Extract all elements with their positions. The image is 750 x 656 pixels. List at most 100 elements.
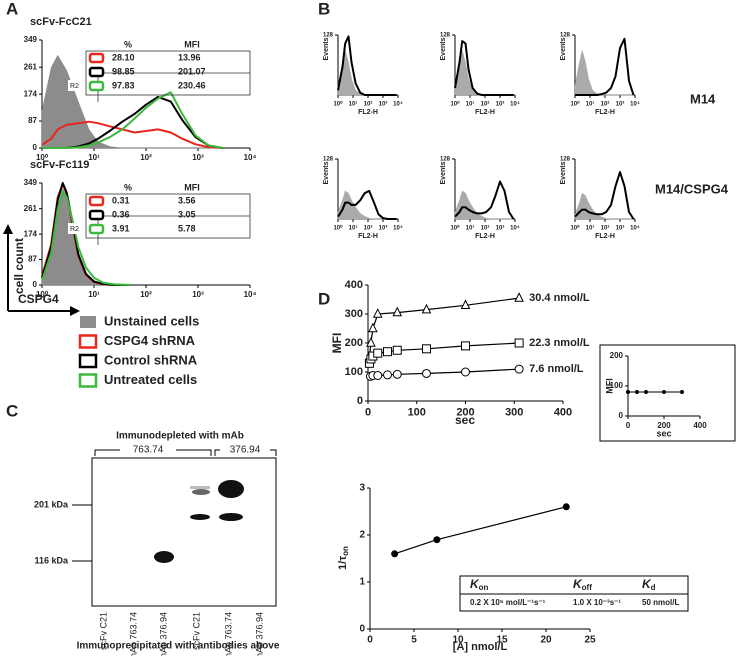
x-tick-label: 10⁰ [36, 153, 49, 162]
group-label: 376.94 [230, 445, 261, 456]
marker [433, 536, 441, 544]
series-line [370, 368, 520, 377]
x-tick-label: 25 [584, 635, 596, 646]
lane-label: mAb 763.74 [223, 612, 233, 656]
marker [373, 370, 383, 380]
marker [383, 370, 392, 380]
stats-swatch [88, 66, 105, 78]
x-tick-label: 10¹ [466, 101, 475, 108]
stats-value: 0.31 [112, 195, 130, 205]
y-axis-label: Events [560, 37, 567, 60]
y-tick-label: 261 [24, 62, 38, 71]
y-tick-label: 3 [359, 483, 365, 494]
axis-arrows [3, 224, 80, 316]
y-tick-label: 0 [33, 280, 38, 289]
series-line [337, 189, 397, 220]
marker [461, 367, 470, 377]
marker [392, 369, 402, 379]
marker [635, 390, 639, 394]
x-tick-label: 10⁴ [630, 102, 640, 108]
y-axis-label-sub: on [341, 546, 350, 556]
x-tick-label: 0 [367, 635, 373, 646]
y-tick-label: 0 [359, 624, 365, 635]
x-tick-label: 10² [601, 101, 610, 108]
legend-label: Unstained cells [104, 313, 199, 328]
histogram-area [337, 190, 397, 220]
stats-header: MFI [184, 39, 200, 49]
kinetics-header: Kd [642, 577, 656, 592]
bracket-gap [120, 444, 176, 456]
x-axis-label: FL2-H [475, 233, 495, 240]
stats-value: 3.56 [178, 195, 196, 205]
marker [373, 348, 383, 358]
x-tick-label: 0 [626, 421, 631, 430]
kinetics-value: 1.0 X 10⁻³s⁻¹ [573, 598, 621, 607]
x-tick-label: 10⁴ [393, 102, 403, 108]
stats-value: 97.83 [112, 80, 135, 90]
stats-swatch [88, 195, 105, 207]
blot-caption: Immunoprecipitated with antibodies above [77, 641, 280, 652]
x-tick-label: 10⁰ [36, 290, 49, 299]
x-tick-label: 10¹ [88, 290, 100, 299]
gate-label-bg [68, 80, 84, 91]
x-tick-label: 10¹ [349, 101, 358, 108]
y-axis-label: 1/τon [337, 546, 350, 570]
x-tick-label: 10⁰ [333, 225, 343, 232]
x-tick-label: 10³ [616, 101, 625, 108]
y-tick-label: 300 [345, 308, 363, 320]
x-axis-label: [A] nmol/L [453, 641, 508, 653]
group-label: 763.74 [133, 445, 164, 456]
marker [366, 337, 376, 347]
lane-label: mAb 763.74 [128, 612, 138, 656]
marker [626, 390, 630, 394]
x-tick-label: 10³ [496, 225, 505, 232]
blot [91, 457, 277, 607]
x-tick-label: 10⁰ [570, 101, 580, 108]
x-tick-label: 10⁰ [570, 225, 580, 232]
y-tick-label: 128 [440, 157, 451, 163]
stats-swatch [88, 223, 105, 235]
y-tick-label: 174 [24, 89, 38, 98]
marker [644, 390, 648, 394]
y-tick-label: 2 [359, 530, 365, 541]
stats-value: 5.78 [178, 223, 196, 233]
x-tick-label: 10³ [616, 225, 625, 232]
x-axis-label: FL2-H [475, 109, 495, 116]
marker [460, 299, 471, 309]
x-axis-label: sec [455, 413, 475, 427]
x-tick-label: 15 [496, 635, 508, 646]
x-tick-label: 200 [657, 421, 671, 430]
y-axis-label: Events [323, 37, 330, 60]
x-tick-label: 10³ [192, 153, 204, 162]
series-label: 7.6 nmol/L [529, 363, 584, 375]
y-tick-label: 100 [610, 381, 624, 390]
stats-header: % [124, 39, 132, 49]
y-tick-label: 174 [24, 229, 38, 238]
series-line [41, 190, 131, 286]
x-tick-label: 10⁰ [450, 101, 460, 108]
series-line [394, 506, 567, 555]
x-tick-label: 10¹ [586, 225, 595, 232]
x-axis-label: sec [656, 428, 671, 438]
y-tick-label: 128 [560, 157, 571, 163]
chart-title: scFv-FcC21 [30, 16, 92, 28]
y-tick-label: 0 [33, 143, 38, 152]
x-tick-label: 100 [408, 406, 426, 418]
stats-swatch [88, 209, 105, 221]
y-tick-label: 1 [359, 577, 365, 588]
legend-label: CSPG4 shRNA [104, 333, 196, 348]
x-tick-label: 10³ [379, 225, 388, 232]
y-tick-label: 0 [357, 395, 363, 407]
legend-label: Control shRNA [104, 352, 198, 367]
y-axis-label: MFI [330, 333, 344, 354]
histogram-area [574, 50, 634, 96]
x-tick-label: 10⁴ [393, 226, 403, 232]
x-axis-label: FL2-H [595, 109, 615, 116]
row-label: M14/CSPG4 [655, 181, 729, 196]
x-tick-label: 10⁴ [244, 290, 257, 299]
marker [514, 292, 524, 302]
stats-value: 230.46 [178, 80, 206, 90]
marker [372, 308, 383, 318]
kinetics-symbol: K [573, 577, 583, 591]
